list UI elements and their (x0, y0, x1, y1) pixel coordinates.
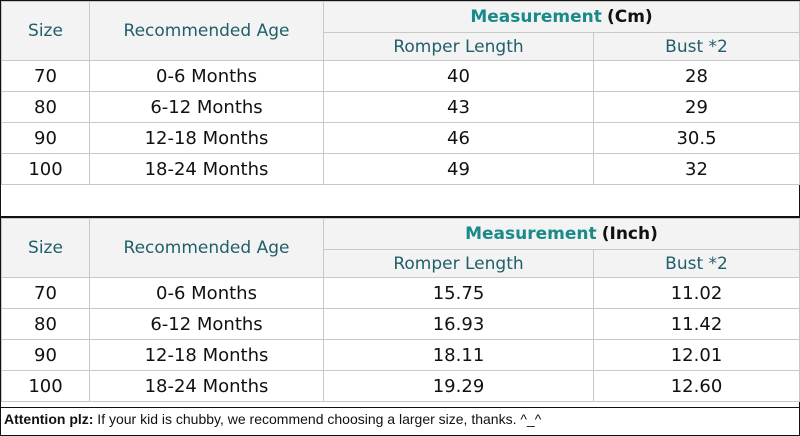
cell-bust: 32 (592, 153, 800, 185)
attention-label: Attention plz: (4, 411, 94, 427)
cell-bust: 11.02 (593, 277, 800, 309)
table-divider (0, 216, 800, 218)
table-row: 80 6-12 Months 16.93 11.42 (1, 308, 800, 340)
header-bust: Bust *2 (592, 32, 800, 61)
table-row: 70 0-6 Months 40 28 (1, 60, 800, 92)
cell-age: 6-12 Months (89, 91, 324, 123)
cell-size: 70 (1, 60, 90, 92)
header-recommended-age: Recommended Age (89, 218, 324, 278)
header-romper-length: Romper Length (323, 249, 594, 278)
cell-size: 100 (1, 370, 90, 402)
header-romper-length: Romper Length (323, 32, 594, 61)
cell-age: 18-24 Months (89, 370, 324, 402)
header-size: Size (1, 1, 90, 61)
cell-age: 12-18 Months (89, 122, 324, 154)
cell-bust: 29 (592, 91, 800, 123)
attention-text: If your kid is chubby, we recommend choo… (93, 411, 542, 427)
cell-romper: 46 (323, 122, 594, 154)
cell-romper: 19.29 (323, 370, 594, 402)
cell-romper: 49 (323, 153, 594, 185)
table-row: 80 6-12 Months 43 29 (1, 91, 800, 123)
cell-bust: 28 (592, 60, 800, 92)
cell-bust: 11.42 (593, 308, 800, 340)
cell-age: 0-6 Months (89, 277, 324, 309)
header-size: Size (1, 218, 90, 278)
measurement-label: Measurement (465, 224, 597, 244)
table-row: 100 18-24 Months 19.29 12.60 (1, 370, 800, 402)
cell-romper: 16.93 (323, 308, 594, 340)
measurement-label: Measurement (470, 7, 602, 27)
size-chart-cm: Size Recommended Age Measurement (Cm) Ro… (1, 1, 800, 185)
note-divider (0, 407, 800, 408)
cell-romper: 40 (323, 60, 594, 92)
cell-size: 80 (1, 91, 90, 123)
cell-romper: 43 (323, 91, 594, 123)
table-row: 90 12-18 Months 46 30.5 (1, 122, 800, 154)
cell-romper: 15.75 (323, 277, 594, 309)
header-measurement: Measurement (Inch) (323, 218, 800, 250)
cell-bust: 30.5 (592, 122, 800, 154)
measurement-unit: (Inch) (601, 224, 658, 244)
table-row: 70 0-6 Months 15.75 11.02 (1, 277, 800, 309)
cell-age: 18-24 Months (89, 153, 324, 185)
cell-bust: 12.60 (593, 370, 800, 402)
cell-size: 100 (1, 153, 90, 185)
cell-age: 12-18 Months (89, 339, 324, 371)
size-chart-inch: Size Recommended Age Measurement (Inch) … (1, 218, 800, 402)
table-row: 100 18-24 Months 49 32 (1, 153, 800, 185)
header-recommended-age: Recommended Age (89, 1, 324, 61)
table-row: 90 12-18 Months 18.11 12.01 (1, 339, 800, 371)
cell-romper: 18.11 (323, 339, 594, 371)
cell-size: 90 (1, 339, 90, 371)
cell-age: 0-6 Months (89, 60, 324, 92)
measurement-unit: (Cm) (606, 7, 653, 27)
cell-size: 90 (1, 122, 90, 154)
cell-size: 70 (1, 277, 90, 309)
cell-age: 6-12 Months (89, 308, 324, 340)
header-measurement: Measurement (Cm) (322, 1, 800, 33)
cell-bust: 12.01 (593, 339, 800, 371)
cell-size: 80 (1, 308, 90, 340)
header-bust: Bust *2 (593, 249, 800, 278)
attention-note: Attention plz: If your kid is chubby, we… (4, 411, 541, 427)
